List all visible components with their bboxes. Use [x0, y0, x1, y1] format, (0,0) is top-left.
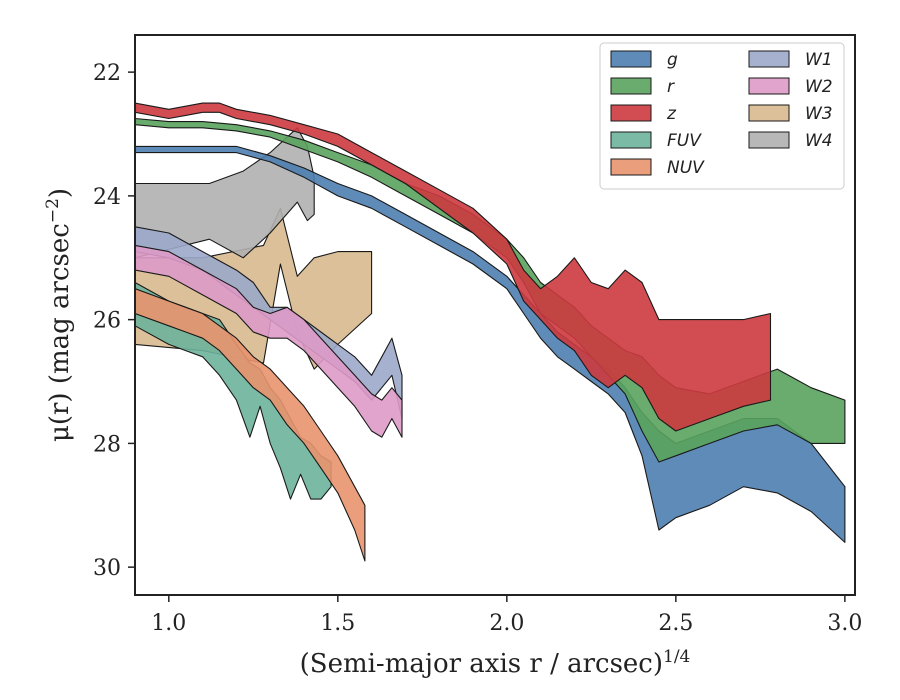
y-axis-label-close: ) [45, 188, 75, 198]
y-tick-label: 30 [93, 556, 121, 581]
series-layer [135, 102, 846, 562]
legend-swatch-r [610, 77, 652, 95]
legend-label-r: r [667, 77, 675, 97]
y-axis-label: μ(r) (mag arcsec−2) [43, 188, 75, 442]
x-tick-label: 1.5 [320, 611, 355, 636]
legend-swatch-w4 [748, 131, 790, 149]
x-tick-label: 3.0 [827, 611, 862, 636]
legend-swatch-w1 [748, 50, 790, 68]
x-tick-label: 2.0 [489, 611, 524, 636]
legend-label-w4: W4 [805, 131, 833, 151]
legend-label-w3: W3 [805, 104, 833, 124]
legend-label-w2: W2 [805, 77, 833, 97]
band-z [135, 102, 772, 432]
x-axis-label-exponent: 1/4 [663, 647, 690, 667]
y-tick-label: 22 [93, 61, 121, 86]
band-nuv [135, 288, 366, 562]
x-tick-label: 1.0 [151, 611, 186, 636]
y-tick-label: 28 [93, 432, 121, 457]
x-axis-label-main: (Semi-major axis r / arcsec) [300, 649, 663, 679]
x-tick-label: 2.5 [658, 611, 693, 636]
x-axis-label: (Semi-major axis r / arcsec)1/4 [300, 647, 691, 679]
y-tick-label: 26 [93, 309, 121, 334]
y-tick-label: 24 [93, 185, 121, 210]
y-axis-label-main: μ(r) (mag arcsec [45, 223, 75, 442]
legend-swatch-w3 [748, 104, 790, 122]
legend-label-g: g [667, 50, 678, 70]
legend-swatch-nuv [610, 158, 652, 176]
legend-label-z: z [666, 104, 677, 124]
legend-swatch-w2 [748, 77, 790, 95]
tick-layer: 1.0 1.5 2.0 2.5 3.0 22 24 26 28 30 [93, 61, 862, 636]
legend-swatch-fuv [610, 131, 652, 149]
legend-label-w1: W1 [805, 50, 833, 70]
legend-label-fuv: FUV [667, 131, 702, 151]
legend: grz FUV NUV W1 W2 W3 W4 [599, 42, 845, 190]
plot-frame [134, 34, 856, 596]
band-w2 [135, 244, 403, 438]
legend-label-nuv: NUV [667, 158, 705, 178]
legend-swatch-z [610, 104, 652, 122]
legend-swatch-g [610, 50, 652, 68]
y-axis-label-exponent: −2 [43, 198, 63, 223]
